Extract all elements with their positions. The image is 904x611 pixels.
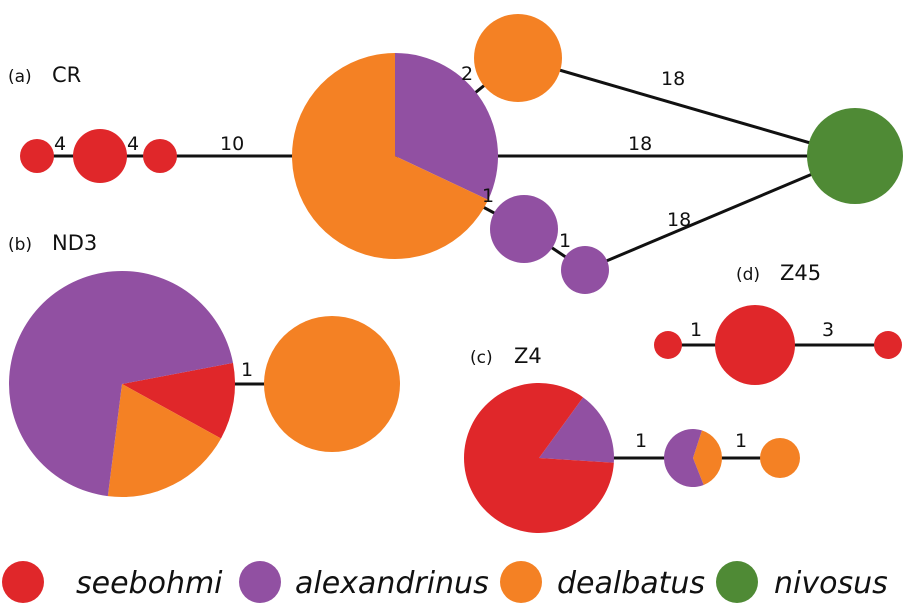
legend-label: alexandrinus	[295, 566, 489, 601]
panel-letter: (a)	[8, 67, 32, 87]
pie-slice-nivosus	[807, 108, 903, 204]
pie-slice-dealbatus	[292, 53, 489, 259]
pie-slice-dealbatus	[264, 316, 400, 452]
legend-label: dealbatus	[557, 566, 705, 601]
haplotype-node	[760, 438, 800, 478]
haplotype-node	[264, 316, 400, 452]
pie-slice-alexandrinus	[539, 397, 614, 463]
edge-label: 1	[735, 430, 747, 452]
pie-slice-seebohmi	[874, 331, 902, 359]
pie-slice-seebohmi	[73, 129, 127, 183]
panel-letter: (c)	[470, 348, 493, 368]
haplotype-node	[73, 129, 127, 183]
haplotype-node	[874, 331, 902, 359]
pie-slice-dealbatus	[760, 438, 800, 478]
network-z45: 1 3 (d) Z45	[654, 261, 902, 385]
edge-label: 1	[559, 230, 571, 252]
haplotype-node	[663, 428, 722, 487]
panel-letter: (b)	[8, 235, 32, 255]
edge-cr-9	[584, 154, 856, 272]
panel-name: CR	[52, 63, 81, 87]
edge-label: 1	[635, 430, 647, 452]
pie-slice-seebohmi	[20, 139, 54, 173]
pie-slice-alexandrinus	[663, 428, 704, 487]
pie-slice-seebohmi	[463, 382, 614, 533]
haplotype-node	[561, 246, 609, 294]
edge-label: 18	[628, 133, 652, 155]
edge-label: 2	[461, 63, 473, 85]
legend-item-seebohmi: seebohmi	[2, 561, 223, 603]
pie-slice-dealbatus	[474, 14, 562, 102]
legend-swatch-alexandrinus	[239, 561, 281, 603]
edge-label: 18	[667, 209, 691, 231]
edge-label: 18	[661, 68, 685, 90]
edge-label: 1	[241, 359, 253, 381]
legend-swatch-nivosus	[716, 561, 758, 603]
panel-name: Z4	[514, 344, 542, 368]
legend-label: seebohmi	[76, 566, 223, 601]
haplotype-node	[474, 14, 562, 102]
haplotype-node	[807, 108, 903, 204]
legend-item-alexandrinus: alexandrinus	[239, 561, 489, 603]
network-cr: 4 4 10 2 18 18 1 1 18 (a) CR	[8, 14, 903, 294]
edge-label: 3	[822, 319, 834, 341]
pie-slice-seebohmi	[143, 139, 177, 173]
pie-slice-alexandrinus	[561, 246, 609, 294]
pie-slice-alexandrinus	[395, 53, 499, 200]
panel-name: Z45	[780, 261, 821, 285]
edge-label: 1	[482, 185, 494, 207]
edge-label: 4	[54, 133, 66, 155]
legend-swatch-dealbatus	[500, 561, 542, 603]
haplotype-node	[20, 139, 54, 173]
pie-slice-seebohmi	[122, 362, 236, 439]
network-z4: 1 1 (c) Z4	[463, 344, 800, 533]
panel-name: ND3	[52, 231, 97, 255]
pie-slice-alexandrinus	[490, 195, 558, 263]
haplotype-node	[715, 305, 795, 385]
pie-slice-seebohmi	[715, 305, 795, 385]
legend-swatch-seebohmi	[2, 561, 44, 603]
legend-item-nivosus: nivosus	[716, 561, 888, 603]
pie-slice-alexandrinus	[9, 271, 234, 497]
network-nd3: 1 (b) ND3	[8, 231, 400, 498]
haplotype-node	[292, 53, 499, 259]
legend-item-dealbatus: dealbatus	[500, 561, 705, 603]
legend-label: nivosus	[774, 566, 888, 601]
legend: seebohmi alexandrinus dealbatus nivosus	[2, 561, 888, 603]
edge-label: 4	[127, 133, 139, 155]
edge-label: 10	[220, 133, 244, 155]
edge-cr-5	[517, 56, 856, 158]
pie-slice-dealbatus	[693, 430, 722, 485]
haplotype-node	[490, 195, 558, 263]
panel-letter: (d)	[736, 265, 760, 285]
haplotype-node	[463, 382, 614, 533]
edge-label: 1	[690, 319, 702, 341]
haplotype-node	[654, 331, 682, 359]
pie-slice-seebohmi	[654, 331, 682, 359]
haplotype-node	[9, 271, 236, 498]
haplotype-node	[143, 139, 177, 173]
pie-slice-dealbatus	[107, 384, 222, 498]
